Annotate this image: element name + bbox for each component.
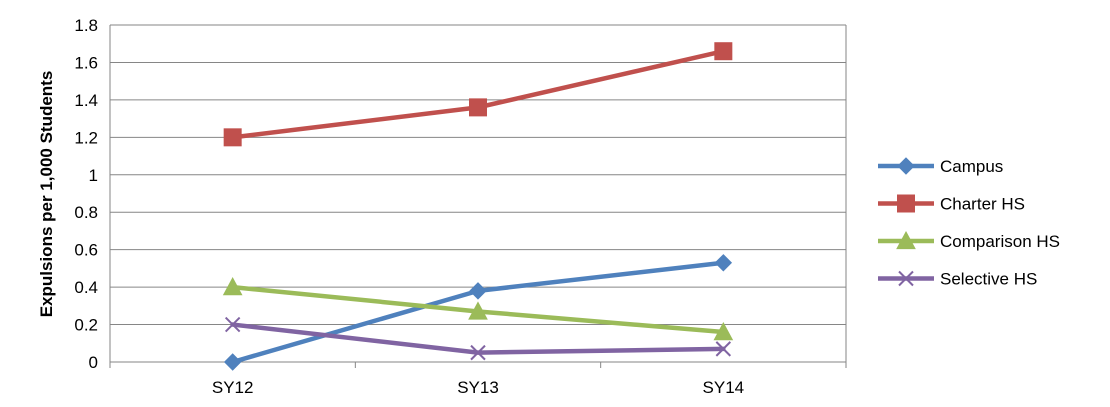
series-charter-hs bbox=[223, 42, 733, 147]
y-tick-label: 0.6 bbox=[74, 241, 98, 260]
legend-marker bbox=[897, 157, 915, 175]
x-tick-label: SY12 bbox=[212, 378, 254, 397]
legend-label: Campus bbox=[940, 157, 1003, 176]
data-point-marker bbox=[222, 277, 243, 296]
x-axis-tick-labels: SY12 SY13 SY14 bbox=[212, 378, 744, 397]
y-tick-label: 1.6 bbox=[74, 53, 98, 72]
data-point-marker bbox=[715, 341, 732, 357]
y-axis-label: Expulsions per 1,000 Students bbox=[37, 71, 56, 318]
legend: Campus Charter HS Comparison HS Selective H… bbox=[878, 157, 1060, 289]
series-campus bbox=[223, 254, 733, 371]
y-tick-label: 1.2 bbox=[74, 128, 98, 147]
legend-item: Charter HS bbox=[878, 194, 1025, 214]
legend-item: Selective HS bbox=[878, 270, 1037, 289]
legend-item: Comparison HS bbox=[878, 230, 1060, 251]
data-point-marker bbox=[469, 282, 487, 300]
legend-marker bbox=[896, 230, 916, 250]
y-tick-label: 1 bbox=[89, 166, 98, 185]
x-tick-label: SY13 bbox=[457, 378, 499, 397]
series-selective-hs bbox=[224, 316, 732, 361]
data-point-marker bbox=[469, 98, 487, 117]
data-point-marker bbox=[714, 254, 733, 272]
legend-label: Charter HS bbox=[940, 195, 1025, 214]
data-point-marker bbox=[223, 128, 242, 147]
series-lines bbox=[222, 42, 734, 371]
data-point-marker bbox=[713, 321, 734, 341]
data-point-marker bbox=[224, 316, 241, 333]
data-point-marker bbox=[714, 42, 733, 61]
legend-label: Selective HS bbox=[940, 270, 1037, 289]
y-tick-label: 0.8 bbox=[74, 203, 98, 222]
y-tick-label: 1.4 bbox=[74, 91, 98, 110]
legend-label: Comparison HS bbox=[940, 232, 1060, 251]
y-tick-label: 0 bbox=[89, 353, 98, 372]
y-tick-label: 1.8 bbox=[74, 16, 98, 35]
x-tick-label: SY14 bbox=[703, 378, 745, 397]
data-point-marker bbox=[470, 344, 486, 361]
data-point-marker bbox=[223, 353, 242, 371]
series-comparison-hs bbox=[222, 277, 734, 341]
series-line bbox=[230, 48, 726, 140]
legend-marker bbox=[897, 194, 915, 213]
y-tick-label: 0.4 bbox=[74, 278, 98, 297]
data-point-marker bbox=[468, 301, 488, 320]
y-axis-tick-labels: 0 0.2 0.4 0.6 0.8 1 1.2 1.4 1.6 1.8 bbox=[74, 16, 98, 372]
legend-item: Campus bbox=[878, 157, 1003, 176]
y-tick-label: 0.2 bbox=[74, 316, 98, 335]
legend-marker bbox=[898, 270, 914, 287]
